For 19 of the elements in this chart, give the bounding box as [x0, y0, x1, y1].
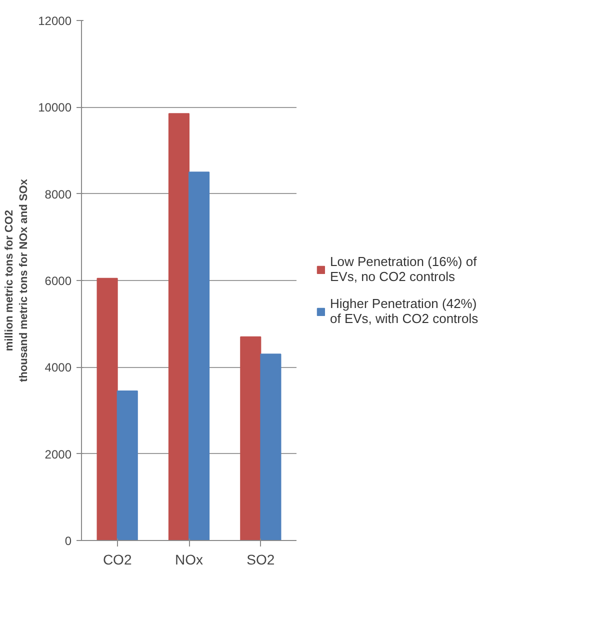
x-tick-label: SO2: [246, 552, 275, 568]
bar: [116, 390, 138, 540]
legend-label: Higher Penetration (42%) of EVs, with CO2 controls: [330, 296, 478, 326]
bar: [260, 354, 282, 540]
bar: [168, 113, 190, 540]
y-tick-label: 10000: [38, 100, 72, 115]
bar: [188, 172, 210, 540]
bar: [240, 336, 262, 540]
x-tick-label: NOx: [175, 552, 203, 568]
bar: [96, 278, 118, 540]
y-tick-label: 4000: [44, 360, 72, 375]
y-tick-label: 8000: [44, 187, 72, 202]
legend-label: Low Penetration (16%) of EVs, no CO2 controls: [330, 254, 477, 284]
y-tick-label: 6000: [44, 274, 72, 288]
y-tick-label: 12000: [38, 14, 72, 28]
y-tick-label: 2000: [44, 447, 72, 462]
y-tick-label: 0: [64, 534, 72, 548]
x-tick-label: CO2: [102, 552, 132, 568]
y-axis-title: million metric tons for CO2 thousand metric tons for NOx and SOx: [4, 178, 30, 382]
